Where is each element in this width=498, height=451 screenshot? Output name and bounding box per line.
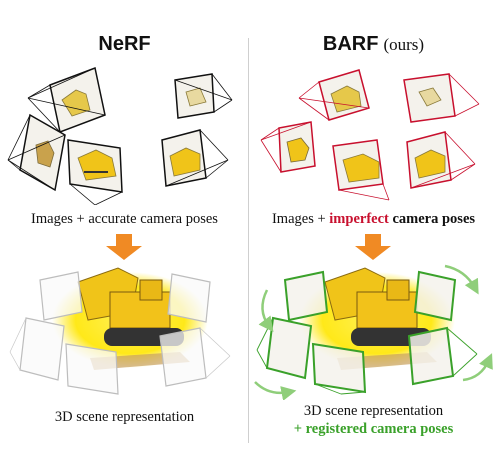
registered-cameras (265, 270, 457, 394)
column-divider (248, 38, 249, 443)
down-arrow-icon (106, 234, 142, 260)
nerf-input-caption: Images + accurate camera poses (31, 211, 218, 227)
nerf-down-arrow (106, 234, 142, 260)
nerf-panel: NeRF (7, 33, 233, 425)
imperfect-camera-4 (403, 73, 480, 123)
faded-cameras (19, 271, 211, 395)
imperfect-camera-2 (260, 121, 316, 173)
nerf-camera-poses-illustration (7, 66, 233, 205)
accurate-camera-5 (161, 129, 229, 187)
barf-down-arrow (355, 234, 391, 260)
nerf-title: NeRF (98, 33, 151, 55)
barf-output-caption: 3D scene representation + registered cam… (293, 403, 454, 437)
nerf-output-caption: 3D scene representation (54, 409, 195, 425)
barf-input-caption: Images + imperfect camera poses (271, 211, 476, 227)
barf-camera-poses-illustration (260, 69, 480, 201)
barf-scene-representation (254, 264, 493, 400)
accurate-camera-1 (27, 66, 106, 134)
registration-arrows (254, 264, 493, 400)
imperfect-camera-3 (332, 139, 390, 201)
nerf-scene-representation (9, 267, 231, 395)
accurate-camera-3 (67, 139, 123, 205)
barf-panel: BARF (ours) (249, 0, 498, 451)
barf-title: BARF (ours) (322, 33, 425, 55)
down-arrow-icon (355, 234, 391, 260)
imperfect-camera-1 (298, 69, 370, 121)
accurate-camera-2 (7, 113, 66, 192)
imperfect-camera-5 (406, 131, 476, 189)
accurate-camera-4 (174, 73, 233, 119)
